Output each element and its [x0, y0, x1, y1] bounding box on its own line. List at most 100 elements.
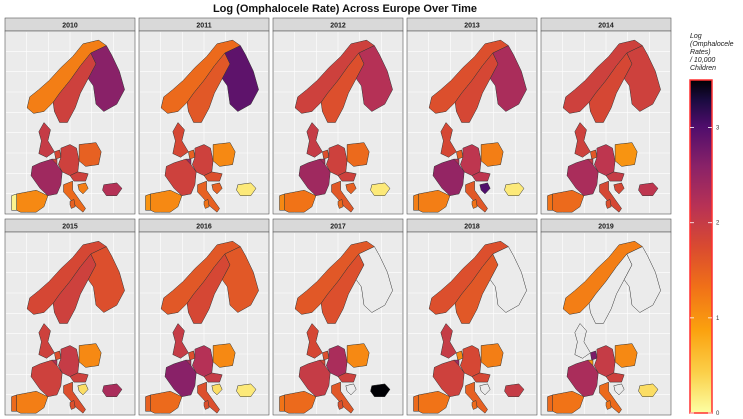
country-finland: [355, 45, 393, 112]
country-uk: [574, 122, 591, 158]
country-netherlands: [456, 350, 464, 361]
country-uk: [306, 122, 323, 158]
panel-label: 2012: [330, 23, 346, 30]
country-austria: [471, 171, 491, 182]
country-croatia: [613, 182, 625, 195]
country-france: [298, 158, 331, 196]
country-poland: [346, 343, 370, 368]
country-spain: [16, 189, 49, 213]
country-finland: [355, 246, 393, 313]
country-italy: [197, 180, 220, 213]
country-spain: [418, 189, 451, 213]
country-spain: [284, 390, 317, 414]
panel-label: 2015: [62, 224, 78, 231]
country-austria: [605, 372, 625, 383]
country-italy: [331, 381, 354, 414]
panel-label: 2011: [196, 23, 211, 30]
panel-label: 2017: [330, 224, 346, 231]
panel-2016: 2016: [138, 218, 270, 416]
country-poland: [480, 142, 504, 167]
panel-2014: 2014: [540, 17, 672, 215]
country-malta: [471, 199, 478, 209]
country-poland: [480, 343, 504, 368]
country-finland: [221, 45, 259, 112]
country-uk: [172, 122, 189, 158]
country-portugal: [11, 394, 17, 412]
country-croatia: [345, 182, 357, 195]
country-portugal: [11, 193, 17, 211]
country-croatia: [77, 182, 89, 195]
country-malta: [69, 199, 76, 209]
country-spain: [16, 390, 49, 414]
country-portugal: [145, 394, 151, 412]
country-uk: [574, 323, 591, 359]
country-malta: [471, 400, 478, 410]
country-portugal: [145, 193, 151, 211]
country-netherlands: [322, 149, 330, 160]
country-italy: [197, 381, 220, 414]
country-netherlands: [590, 149, 598, 160]
country-netherlands: [188, 149, 196, 160]
country-france: [164, 359, 197, 397]
country-poland: [78, 142, 102, 167]
country-france: [30, 158, 63, 196]
country-austria: [203, 372, 223, 383]
country-croatia: [211, 182, 223, 195]
country-italy: [465, 180, 488, 213]
country-italy: [599, 381, 622, 414]
country-bulgaria: [370, 383, 391, 397]
country-france: [566, 359, 599, 397]
country-netherlands: [590, 350, 598, 361]
legend-ticks: 0 1 2 3: [690, 126, 720, 417]
legend-tick-label: 2: [716, 221, 720, 227]
country-finland: [221, 246, 259, 313]
country-portugal: [279, 394, 285, 412]
legend-tick-label: 1: [716, 316, 720, 322]
country-italy: [599, 180, 622, 213]
country-spain: [150, 189, 183, 213]
country-croatia: [479, 383, 491, 396]
country-france: [566, 158, 599, 196]
country-uk: [38, 122, 55, 158]
country-italy: [63, 180, 86, 213]
country-spain: [284, 189, 317, 213]
country-poland: [78, 343, 102, 368]
panel-label: 2014: [598, 23, 614, 30]
panel-2010: 2010: [4, 17, 136, 215]
panel-2018: 2018: [406, 218, 538, 416]
country-netherlands: [54, 350, 62, 361]
legend-title-line-1: Log: [690, 33, 702, 40]
country-finland: [489, 246, 527, 313]
country-portugal: [547, 394, 553, 412]
country-austria: [69, 171, 89, 182]
panel-2013: 2013: [406, 17, 538, 215]
country-portugal: [547, 193, 553, 211]
country-poland: [212, 343, 236, 368]
country-austria: [471, 372, 491, 383]
country-bulgaria: [236, 383, 257, 397]
legend-title-line-4: / 10,000: [689, 57, 715, 64]
country-austria: [605, 171, 625, 182]
country-bulgaria: [638, 182, 659, 196]
legend-tick-label: 3: [716, 126, 720, 132]
country-spain: [552, 390, 585, 414]
panels: 2010 2011 2012 2013 2014 2015 2016 2017 2018 2019: [4, 17, 672, 416]
chart-title: Log (Omphalocele Rate) Across Europe Ove…: [213, 3, 477, 15]
country-netherlands: [322, 350, 330, 361]
country-spain: [552, 189, 585, 213]
country-croatia: [211, 383, 223, 396]
panel-label: 2018: [464, 224, 480, 231]
country-malta: [337, 199, 344, 209]
legend-colorbar: [689, 79, 713, 414]
panel-2012: 2012: [272, 17, 404, 215]
country-croatia: [77, 383, 89, 396]
legend-title-line-2: (Omphalocele: [690, 41, 734, 48]
country-bulgaria: [370, 182, 391, 196]
country-bulgaria: [504, 383, 525, 397]
country-malta: [337, 400, 344, 410]
country-france: [432, 158, 465, 196]
legend-title-line-5: Children: [690, 65, 716, 72]
country-spain: [418, 390, 451, 414]
country-austria: [69, 372, 89, 383]
country-bulgaria: [638, 383, 659, 397]
